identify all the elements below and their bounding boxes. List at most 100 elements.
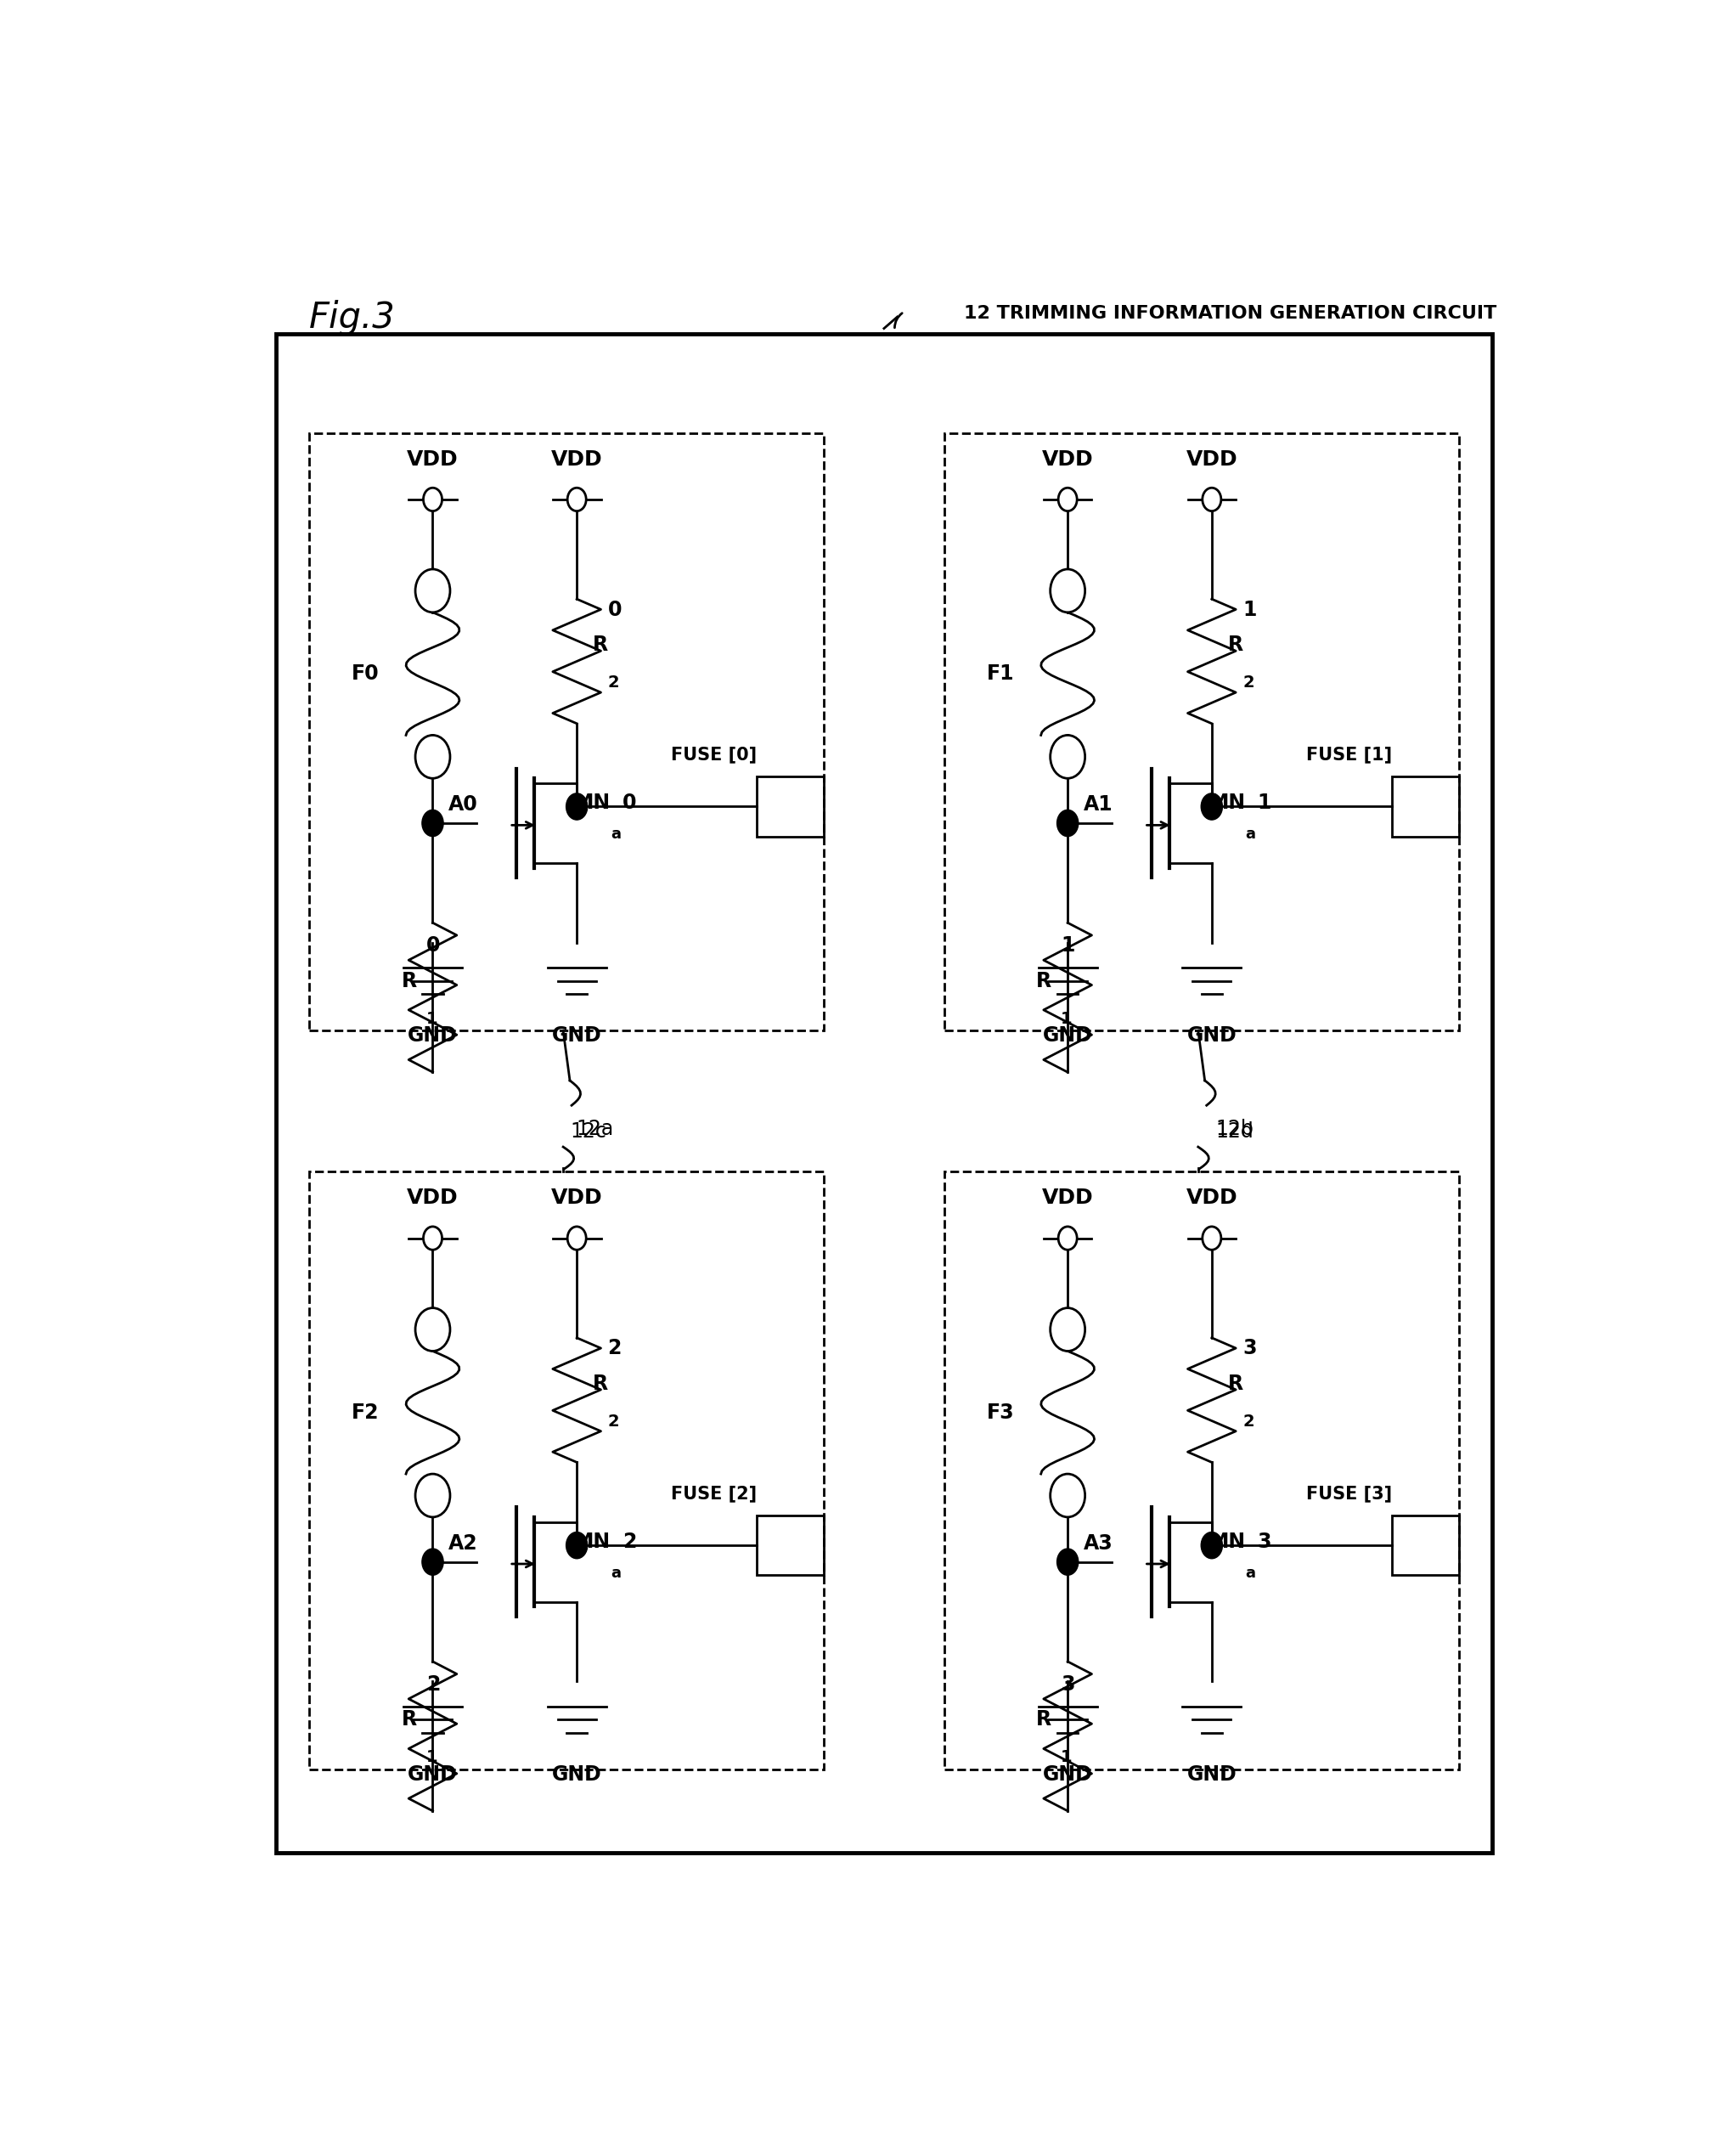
Circle shape: [567, 487, 586, 511]
Text: 1: 1: [1060, 1749, 1072, 1766]
Circle shape: [422, 1548, 443, 1576]
Text: 3: 3: [1060, 1675, 1074, 1695]
Text: R: R: [593, 1373, 609, 1393]
Bar: [1391, 1516, 1459, 1576]
Text: 0: 0: [426, 936, 440, 955]
Text: 1: 1: [1060, 1011, 1072, 1026]
Text: VDD: VDD: [407, 448, 459, 470]
Text: 1: 1: [426, 1011, 438, 1026]
Bar: [1391, 776, 1459, 837]
Text: A0: A0: [448, 793, 478, 815]
Circle shape: [1200, 1533, 1222, 1559]
Text: GND: GND: [552, 1764, 602, 1785]
Circle shape: [1050, 569, 1084, 612]
Text: FUSE [1]: FUSE [1]: [1305, 746, 1391, 763]
Text: F1: F1: [986, 664, 1014, 683]
Bar: [309, 1171, 824, 1770]
Text: VDD: VDD: [1186, 448, 1236, 470]
Text: 3: 3: [1241, 1339, 1255, 1358]
Text: GND: GND: [1186, 1026, 1236, 1046]
Circle shape: [1050, 1475, 1084, 1518]
Circle shape: [422, 1227, 441, 1250]
Text: R: R: [1036, 970, 1052, 992]
Circle shape: [422, 487, 441, 511]
Circle shape: [1200, 793, 1222, 819]
Text: A1: A1: [1083, 793, 1112, 815]
Text: 12c: 12c: [569, 1121, 605, 1143]
Text: MN: MN: [574, 1531, 610, 1552]
Text: 2: 2: [622, 1531, 636, 1552]
Text: 12b: 12b: [1215, 1119, 1253, 1138]
Text: 12a: 12a: [576, 1119, 614, 1138]
Text: GND: GND: [1043, 1764, 1091, 1785]
Text: MN: MN: [1209, 1531, 1245, 1552]
Text: GND: GND: [552, 1026, 602, 1046]
Text: 2: 2: [426, 1675, 440, 1695]
Circle shape: [565, 1533, 588, 1559]
Text: 0: 0: [607, 599, 621, 619]
Text: VDD: VDD: [407, 1188, 459, 1207]
Text: VDD: VDD: [550, 1188, 602, 1207]
Text: R: R: [593, 634, 609, 655]
Circle shape: [1202, 487, 1221, 511]
Text: VDD: VDD: [1041, 1188, 1093, 1207]
Text: 2: 2: [607, 1414, 619, 1429]
Text: a: a: [610, 826, 621, 841]
Circle shape: [415, 1309, 450, 1352]
Circle shape: [1059, 1227, 1076, 1250]
Text: FUSE [0]: FUSE [0]: [671, 746, 757, 763]
Text: VDD: VDD: [1186, 1188, 1236, 1207]
Text: 2: 2: [1241, 675, 1253, 690]
Text: R: R: [1036, 1710, 1052, 1729]
Circle shape: [1050, 735, 1084, 778]
Text: VDD: VDD: [550, 448, 602, 470]
Text: GND: GND: [1043, 1026, 1091, 1046]
Text: GND: GND: [407, 1764, 457, 1785]
Text: MN: MN: [574, 793, 610, 813]
Circle shape: [415, 735, 450, 778]
Circle shape: [415, 569, 450, 612]
Text: 1: 1: [1257, 793, 1271, 813]
Text: A2: A2: [448, 1533, 478, 1554]
Text: A3: A3: [1083, 1533, 1112, 1554]
Bar: [943, 1171, 1459, 1770]
Text: F0: F0: [352, 664, 379, 683]
Text: R: R: [1227, 634, 1243, 655]
Text: 12 TRIMMING INFORMATION GENERATION CIRCUIT: 12 TRIMMING INFORMATION GENERATION CIRCU…: [964, 306, 1496, 321]
Text: 0: 0: [622, 793, 636, 813]
Text: FUSE [3]: FUSE [3]: [1305, 1485, 1391, 1503]
Text: 1: 1: [1060, 936, 1074, 955]
Circle shape: [1059, 487, 1076, 511]
Text: Fig.3: Fig.3: [309, 300, 395, 336]
Bar: [943, 433, 1459, 1031]
Text: VDD: VDD: [1041, 448, 1093, 470]
Circle shape: [1050, 1309, 1084, 1352]
Text: R: R: [1227, 1373, 1243, 1393]
Text: F2: F2: [352, 1401, 379, 1423]
Text: MN: MN: [1209, 793, 1245, 813]
Text: a: a: [1245, 826, 1255, 841]
Text: 2: 2: [607, 675, 619, 690]
Circle shape: [565, 793, 588, 819]
Circle shape: [567, 1227, 586, 1250]
Text: R: R: [402, 970, 417, 992]
Text: 3: 3: [1257, 1531, 1271, 1552]
Text: 2: 2: [607, 1339, 621, 1358]
Text: F3: F3: [986, 1401, 1014, 1423]
Text: 1: 1: [1241, 599, 1255, 619]
Circle shape: [1057, 811, 1078, 837]
Text: GND: GND: [407, 1026, 457, 1046]
Circle shape: [1202, 1227, 1221, 1250]
Text: R: R: [402, 1710, 417, 1729]
Bar: [757, 1516, 824, 1576]
Bar: [309, 433, 824, 1031]
Text: FUSE [2]: FUSE [2]: [671, 1485, 757, 1503]
Circle shape: [1057, 1548, 1078, 1576]
Text: 12d: 12d: [1215, 1121, 1253, 1143]
Circle shape: [415, 1475, 450, 1518]
Text: 1: 1: [426, 1749, 438, 1766]
Circle shape: [422, 811, 443, 837]
Text: a: a: [1245, 1565, 1255, 1580]
Text: GND: GND: [1186, 1764, 1236, 1785]
Text: 2: 2: [1241, 1414, 1253, 1429]
